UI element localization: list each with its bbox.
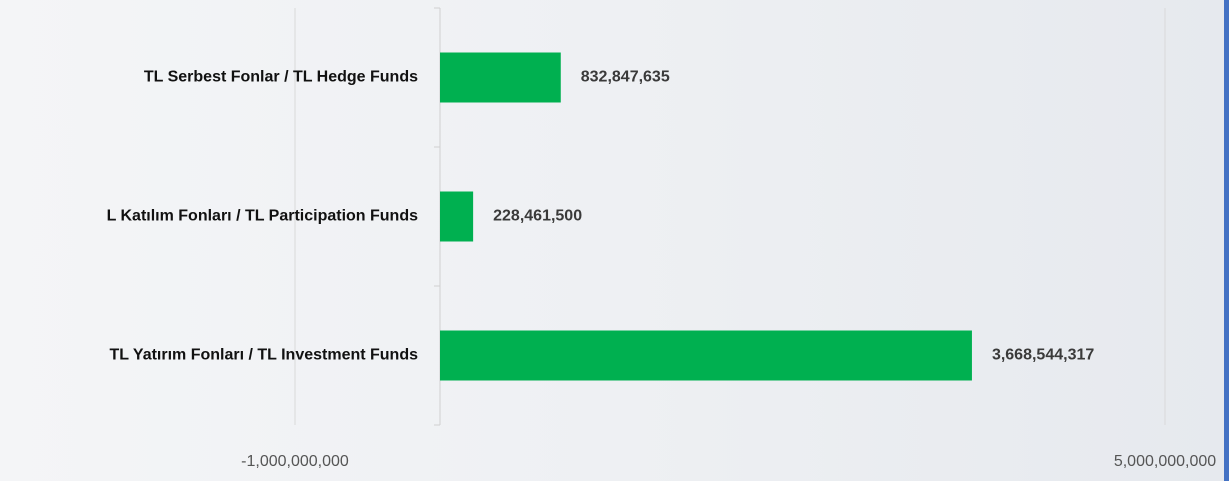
bar (440, 52, 561, 103)
bar (440, 191, 474, 242)
y-tick-label: L Katılım Fonları / TL Participation Fun… (107, 208, 419, 225)
bar (440, 330, 972, 381)
data-label: 3,668,544,317 (992, 347, 1094, 364)
edge-strip (1224, 0, 1229, 481)
data-label: 832,847,635 (581, 69, 670, 86)
data-label: 228,461,500 (493, 208, 582, 225)
x-tick-label: 5,000,000,000 (1114, 453, 1216, 470)
y-tick-label: TL Serbest Fonlar / TL Hedge Funds (144, 69, 418, 86)
x-tick-label: -1,000,000,000 (241, 453, 349, 470)
y-tick-label: TL Yatırım Fonları / TL Investment Funds (110, 347, 419, 364)
